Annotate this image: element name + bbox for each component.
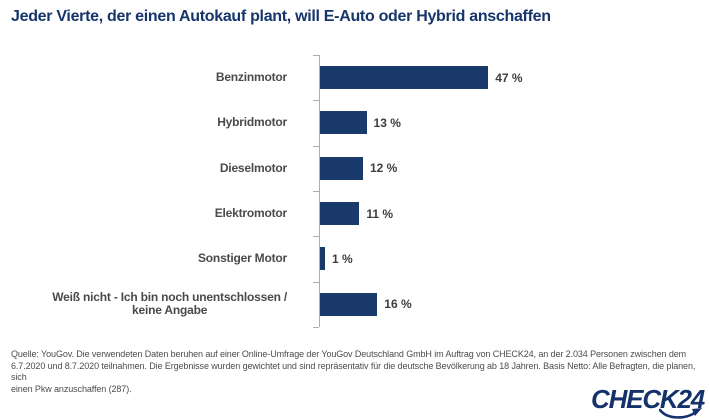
bar-cell: 11 % — [320, 191, 710, 236]
bar-cell: 1 % — [320, 236, 710, 281]
value-label: 1 % — [332, 251, 353, 266]
bar-cell: 16 % — [320, 282, 710, 327]
value-label: 11 % — [366, 206, 394, 221]
value-label: 47 % — [495, 70, 523, 85]
check24-logo: CHECK24 — [591, 384, 705, 419]
bar-cell: 13 % — [320, 100, 710, 145]
category-cell: Elektromotor — [0, 191, 320, 236]
source-note-line: Quelle: YouGov. Die verwendeten Daten be… — [11, 349, 687, 359]
category-label: Sonstiger Motor — [198, 251, 287, 266]
bar — [320, 202, 360, 226]
axis-tick — [313, 146, 319, 147]
chart-row: Elektromotor 11 % — [0, 191, 710, 236]
source-note-line: einen Pkw anzuschaffen (287). — [11, 383, 132, 394]
chart-row: Sonstiger Motor 1 % — [0, 236, 710, 281]
source-note: Quelle: YouGov. Die verwendeten Daten be… — [11, 349, 703, 395]
value-label: 16 % — [384, 297, 412, 312]
check24-swoosh-arrow-icon — [659, 408, 702, 419]
axis-tick — [313, 236, 319, 237]
axis-tick — [313, 327, 319, 328]
category-label: Benzinmotor — [215, 70, 287, 85]
axis-tick — [313, 191, 319, 192]
bar — [320, 247, 325, 271]
category-cell: Weiß nicht - Ich bin noch unentschlossen… — [0, 282, 320, 327]
value-label: 13 % — [373, 115, 401, 130]
axis-tick — [313, 100, 319, 101]
bar — [320, 66, 489, 90]
chart-row: Weiß nicht - Ich bin noch unentschlossen… — [0, 282, 710, 327]
chart-title: Jeder Vierte, der einen Autokauf plant, … — [11, 8, 551, 25]
axis-tick — [313, 282, 319, 283]
bar-cell: 47 % — [320, 55, 710, 100]
chart-row: Benzinmotor 47 % — [0, 55, 710, 100]
source-note-line: 6.7.2020 und 8.7.2020 teilnahmen. Die Er… — [11, 360, 696, 383]
bar — [320, 156, 363, 180]
y-axis-line — [319, 55, 320, 327]
category-cell: Hybridmotor — [0, 100, 320, 145]
category-label: Weiß nicht - Ich bin noch unentschlossen… — [52, 290, 287, 318]
category-cell: Dieselmotor — [0, 146, 320, 191]
bar — [320, 292, 378, 316]
category-cell: Benzinmotor — [0, 55, 320, 100]
check24-logo-text: CHECK24 — [591, 384, 705, 414]
axis-tick — [313, 55, 319, 56]
bar — [320, 111, 367, 135]
category-label: Dieselmotor — [219, 160, 287, 175]
bar-cell: 12 % — [320, 146, 710, 191]
category-cell: Sonstiger Motor — [0, 236, 320, 281]
bar-chart: Benzinmotor 47 % Hybridmotor 13 % Dieselmoto… — [0, 55, 710, 328]
category-label: Elektromotor — [214, 206, 287, 221]
chart-row: Dieselmotor 12 % — [0, 146, 710, 191]
value-label: 12 % — [369, 161, 398, 176]
category-label: Hybridmotor — [217, 115, 287, 130]
chart-row: Hybridmotor 13 % — [0, 100, 710, 145]
chart-rows: Benzinmotor 47 % Hybridmotor 13 % Dieselmoto… — [0, 55, 710, 327]
